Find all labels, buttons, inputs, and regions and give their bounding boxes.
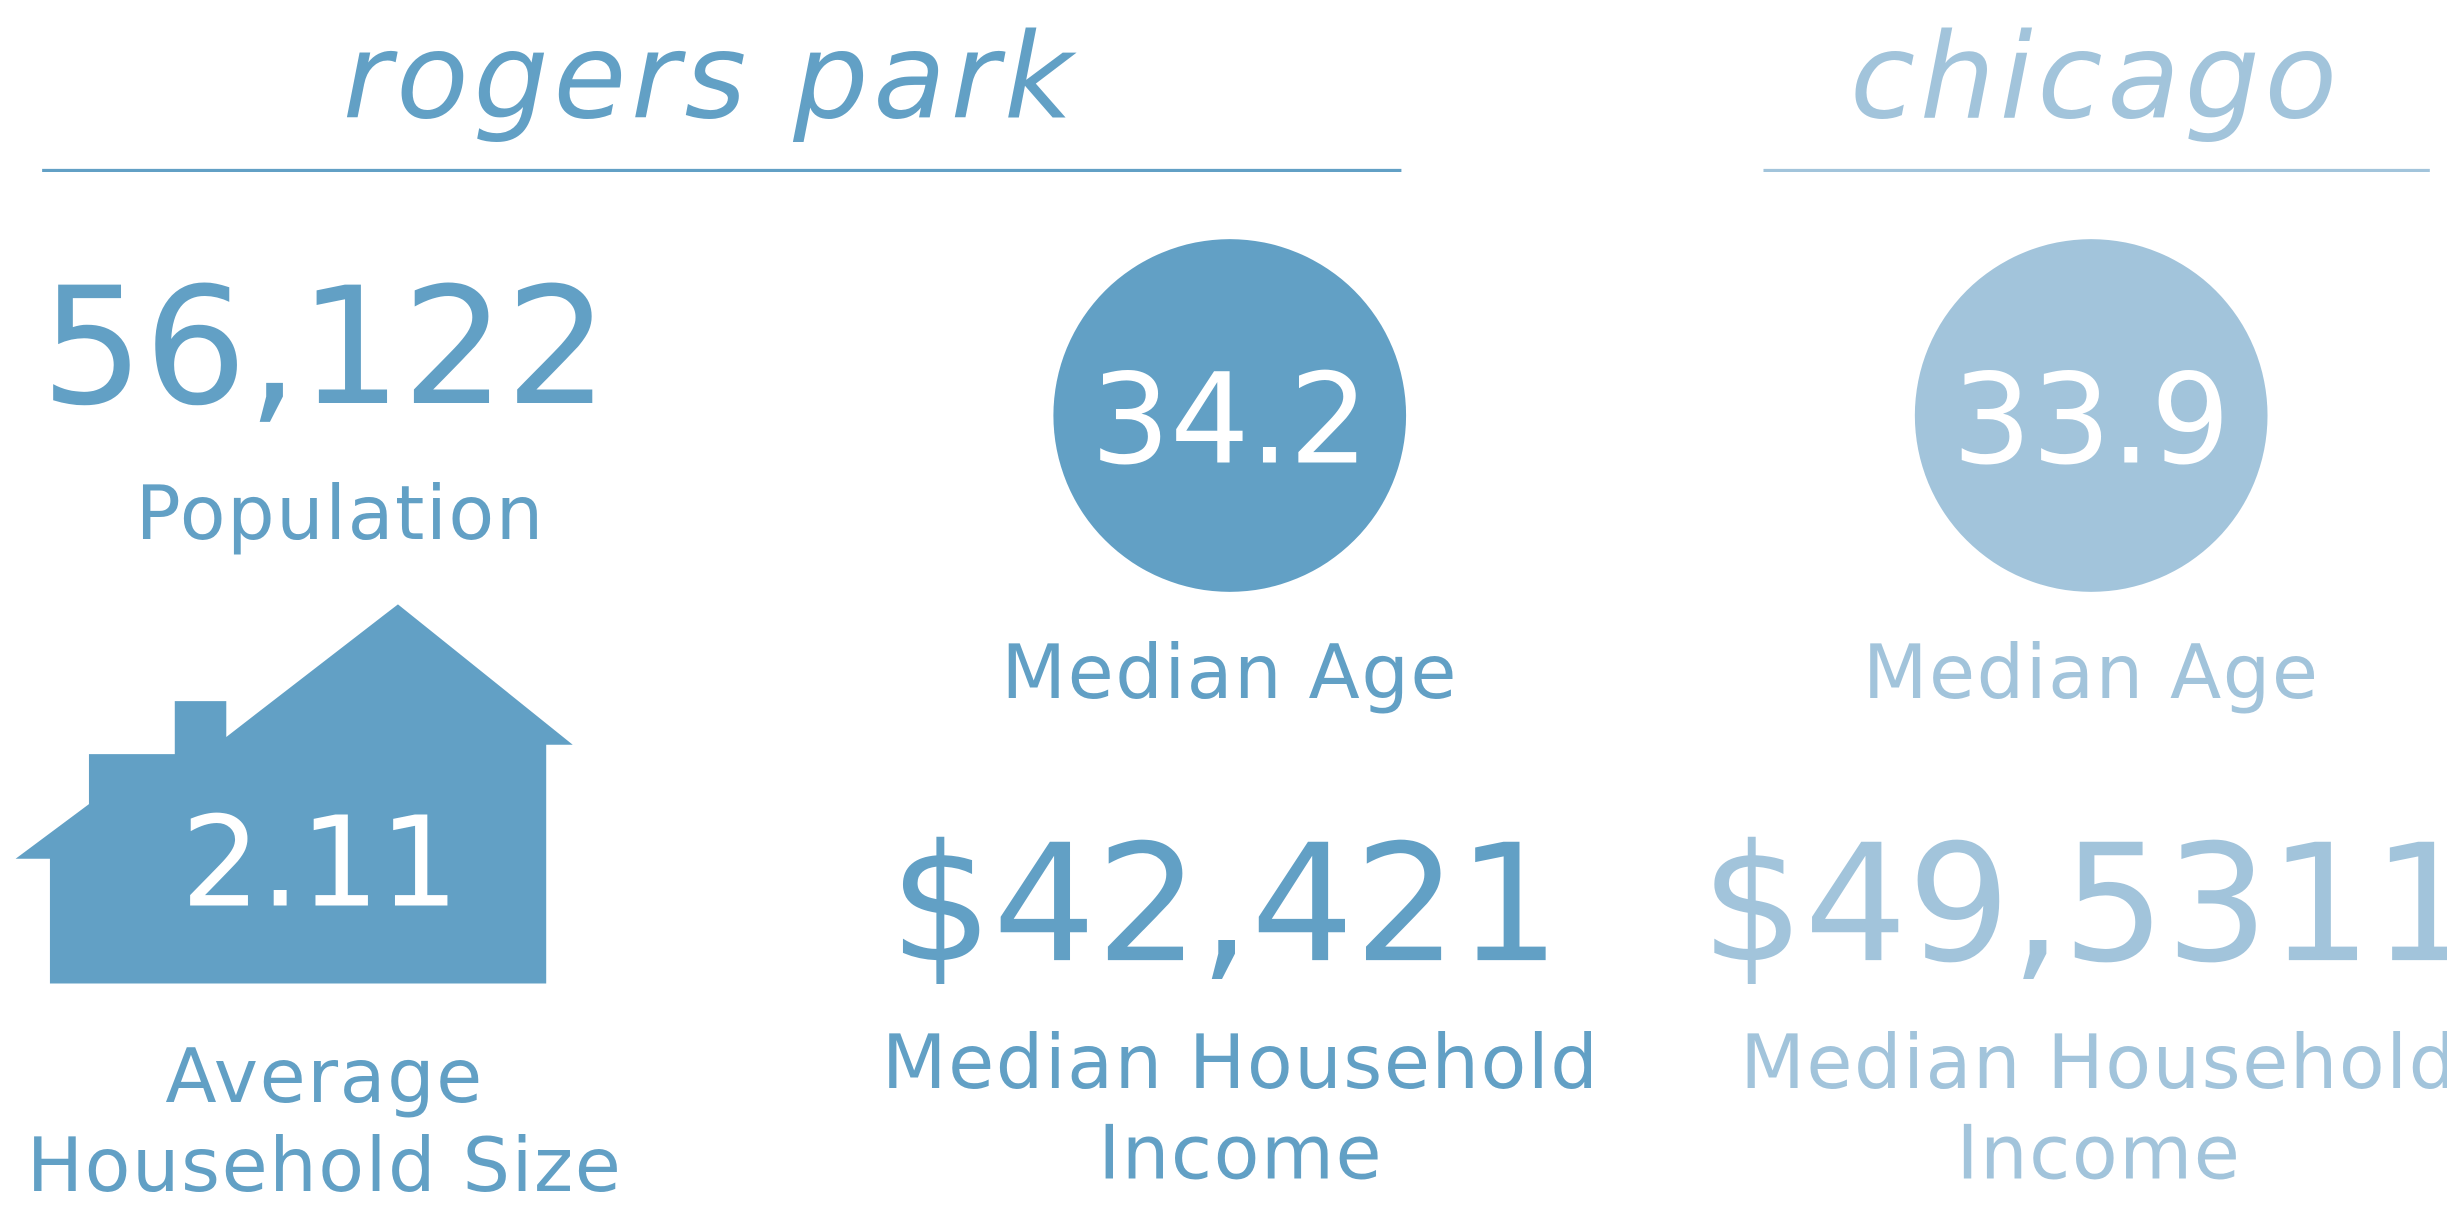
stat-label: Median Household [1740,1018,2447,1106]
stat-label: Income [1957,1109,2242,1197]
stat-label: Income [1098,1109,1383,1197]
age-circle [1914,239,2268,592]
stat-value: 34.2 [1091,347,1369,492]
stat-value: $42,421 [889,810,1560,999]
stat-value: 33.9 [1952,347,2230,492]
stat-label: Average [165,1032,483,1120]
section-title: rogers park [343,7,1078,145]
age-circle [1053,239,1407,592]
stat-label: Median Age [1001,628,1458,716]
stat-value: 2.11 [181,791,459,936]
house-icon [15,604,573,984]
stat-label: Population [136,469,545,557]
stat-label: Median Age [1863,628,2320,716]
stat-label: Household Size [27,1121,623,1209]
stat-label: Median Household [882,1018,1600,1106]
stat-value: $49,5311 [1701,810,2447,999]
stat-value: 56,122 [41,253,609,442]
section-title: chicago [1850,7,2342,145]
